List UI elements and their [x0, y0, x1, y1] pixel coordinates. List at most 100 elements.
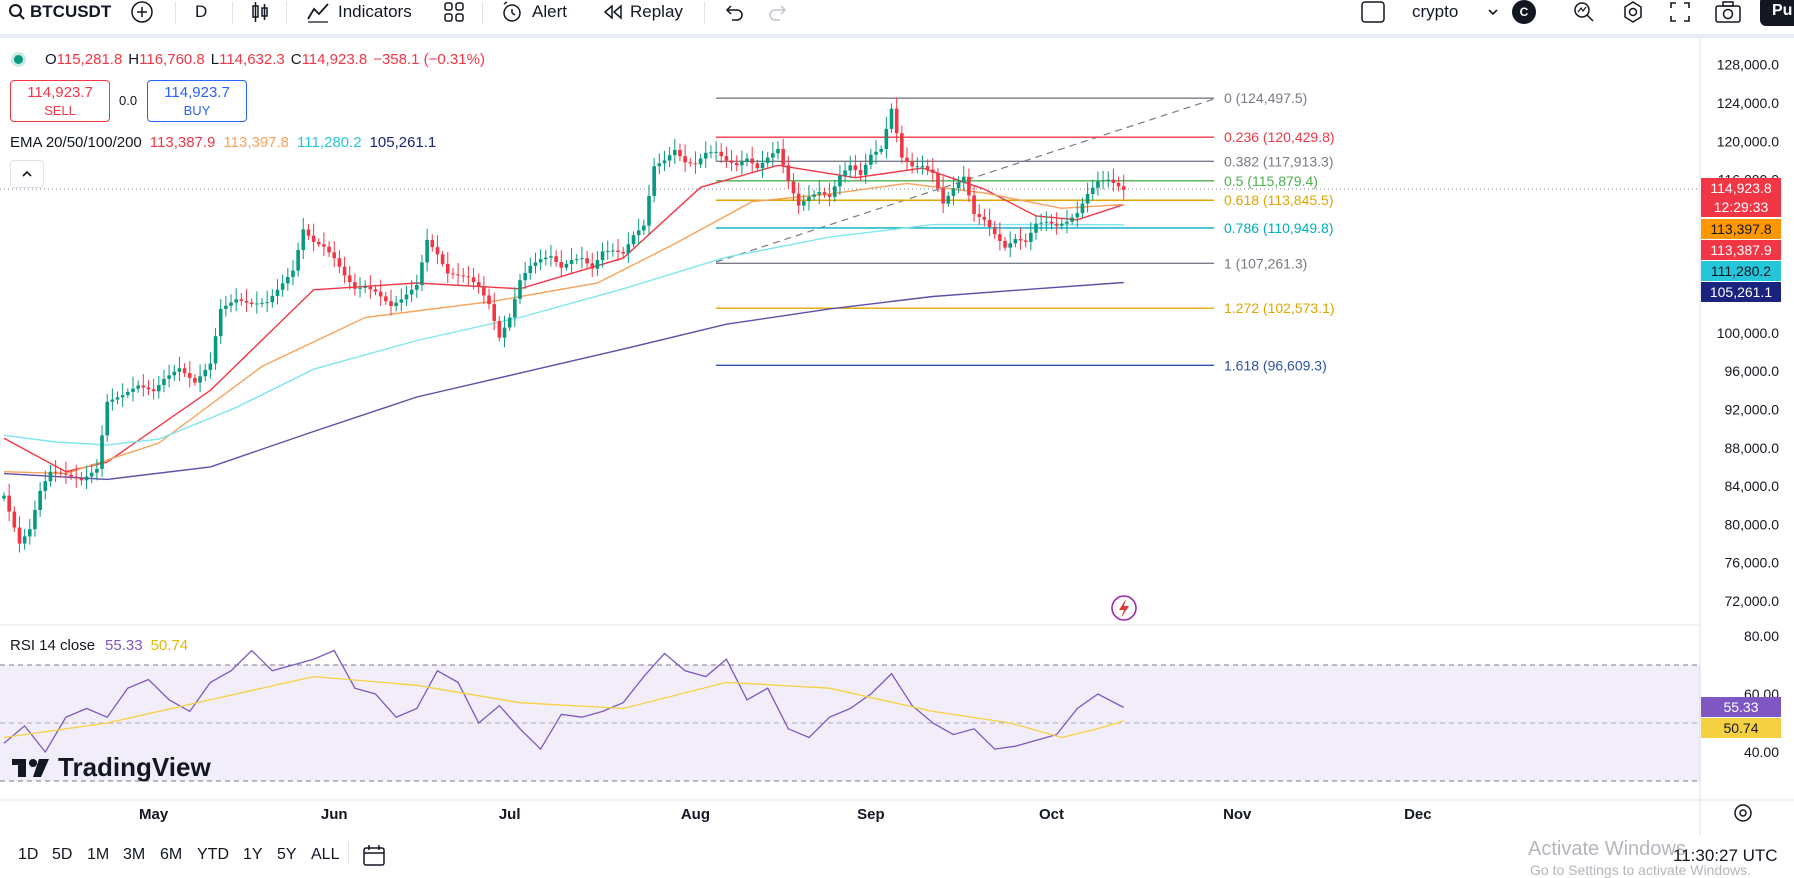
candle — [838, 164, 842, 196]
range-button-5y[interactable]: 5Y — [277, 846, 297, 863]
fullscreen-button[interactable] — [1668, 0, 1692, 24]
candle — [389, 289, 393, 316]
candle-body — [626, 244, 631, 254]
ema-legend: EMA 20/50/100/200 113,387.9 113,397.8 111,2… — [10, 134, 436, 151]
layout-name-button[interactable]: crypto — [1412, 0, 1458, 24]
templates-button[interactable] — [443, 0, 465, 24]
indicators-label: Indicators — [338, 2, 412, 21]
alert-button[interactable]: Alert — [500, 0, 567, 24]
indicators-button[interactable]: Indicators — [306, 0, 412, 24]
candle-body — [332, 252, 337, 259]
change-value: −358.1 (−0.31%) — [373, 51, 485, 68]
candle — [956, 176, 961, 194]
lightning-icon[interactable] — [1111, 595, 1137, 621]
candle-body — [755, 163, 760, 169]
snapshot-button[interactable] — [1714, 0, 1742, 24]
candle-body — [595, 260, 600, 269]
buy-button[interactable]: 114,923.7 BUY — [147, 80, 247, 122]
symbol-search-button[interactable]: BTCUSDT — [8, 0, 111, 24]
time-axis-settings-icon[interactable] — [1734, 804, 1752, 822]
range-button-6m[interactable]: 6M — [160, 846, 183, 863]
candle-body — [141, 385, 146, 388]
candle — [12, 506, 17, 533]
candle-body — [802, 201, 806, 206]
candle — [126, 388, 130, 399]
range-button-1d[interactable]: 1D — [18, 846, 39, 863]
candle-body — [1054, 223, 1059, 226]
collapse-legend-button[interactable] — [10, 160, 44, 188]
candle — [1049, 214, 1054, 230]
candle — [100, 425, 104, 477]
candle — [961, 165, 966, 192]
chevron-up-icon — [22, 170, 32, 177]
candle — [1085, 182, 1090, 213]
candle — [920, 155, 925, 175]
candle-body — [740, 161, 744, 166]
candle — [807, 185, 811, 211]
candle-body — [652, 166, 656, 196]
candle — [771, 141, 775, 167]
rsi-ma-value: 50.74 — [150, 637, 189, 654]
candle-body — [461, 275, 466, 277]
candles-icon — [252, 2, 268, 22]
compare-symbol-button[interactable] — [130, 0, 154, 24]
fib-level-label: 0 (124,497.5) — [1224, 90, 1307, 106]
candle — [471, 267, 476, 290]
publish-button[interactable]: Pu — [1760, 0, 1794, 26]
candle-body — [832, 186, 837, 197]
candle-body — [353, 282, 357, 289]
candle — [600, 242, 605, 268]
candle — [1029, 222, 1033, 251]
rsi-ma-tag-text: 50.74 — [1723, 720, 1758, 736]
range-button-3m[interactable]: 3M — [123, 846, 146, 863]
redo-button[interactable] — [768, 0, 790, 24]
rsi-ma-tag-bg — [1701, 718, 1781, 738]
settings-button[interactable] — [1620, 0, 1646, 24]
candle-body — [239, 299, 244, 301]
interval-label: D — [195, 2, 208, 21]
range-button-1y[interactable]: 1Y — [243, 846, 263, 863]
candle-body — [1029, 232, 1033, 242]
candle-body — [972, 195, 976, 215]
candle-body — [497, 320, 502, 338]
candle-body — [616, 250, 620, 252]
candle — [729, 150, 734, 172]
quick-search-button[interactable] — [1572, 0, 1598, 24]
replay-button[interactable]: Replay — [602, 0, 683, 24]
interval-button[interactable]: D — [195, 0, 207, 24]
candle-body — [1044, 221, 1049, 223]
account-badge[interactable]: C — [1512, 0, 1536, 24]
candle — [533, 252, 538, 274]
candle-body — [843, 170, 847, 176]
range-button-all[interactable]: ALL — [311, 846, 340, 863]
candle-body — [729, 160, 734, 163]
candle — [1008, 231, 1012, 258]
month-label: May — [139, 806, 169, 823]
undo-button[interactable] — [722, 0, 744, 24]
layout-toggle[interactable] — [1360, 0, 1386, 24]
candle-body — [580, 258, 584, 260]
chart-canvas[interactable]: 0 (124,497.5) 0.236 (120,429.8) 0.382 (117… — [0, 0, 1794, 836]
ohlc-legend: O115,281.8 H116,760.8 L114,632.3 C114,923.8… — [14, 51, 485, 68]
search-icon — [9, 4, 25, 20]
go-to-date-button[interactable] — [362, 843, 388, 872]
candle — [998, 222, 1002, 251]
candle — [827, 182, 832, 207]
range-button-ytd[interactable]: YTD — [197, 846, 229, 863]
candle-body — [363, 286, 367, 288]
utc-clock[interactable]: 11:30:27 UTC — [1673, 846, 1778, 865]
candle-body — [967, 176, 971, 196]
range-button-5d[interactable]: 5D — [52, 846, 73, 863]
candle-body — [368, 286, 373, 290]
sell-button[interactable]: 114,923.7 SELL — [10, 80, 110, 122]
candle — [595, 251, 600, 276]
candle-body — [838, 175, 842, 187]
chart-type-button[interactable] — [250, 0, 270, 24]
candle-body — [915, 166, 920, 168]
range-button-1m[interactable]: 1M — [87, 846, 110, 863]
candle-body — [647, 195, 651, 226]
low-value: 114,632.3 — [219, 51, 285, 68]
layout-menu-button[interactable] — [1486, 0, 1500, 24]
candle — [781, 138, 785, 174]
candle — [1106, 171, 1111, 188]
